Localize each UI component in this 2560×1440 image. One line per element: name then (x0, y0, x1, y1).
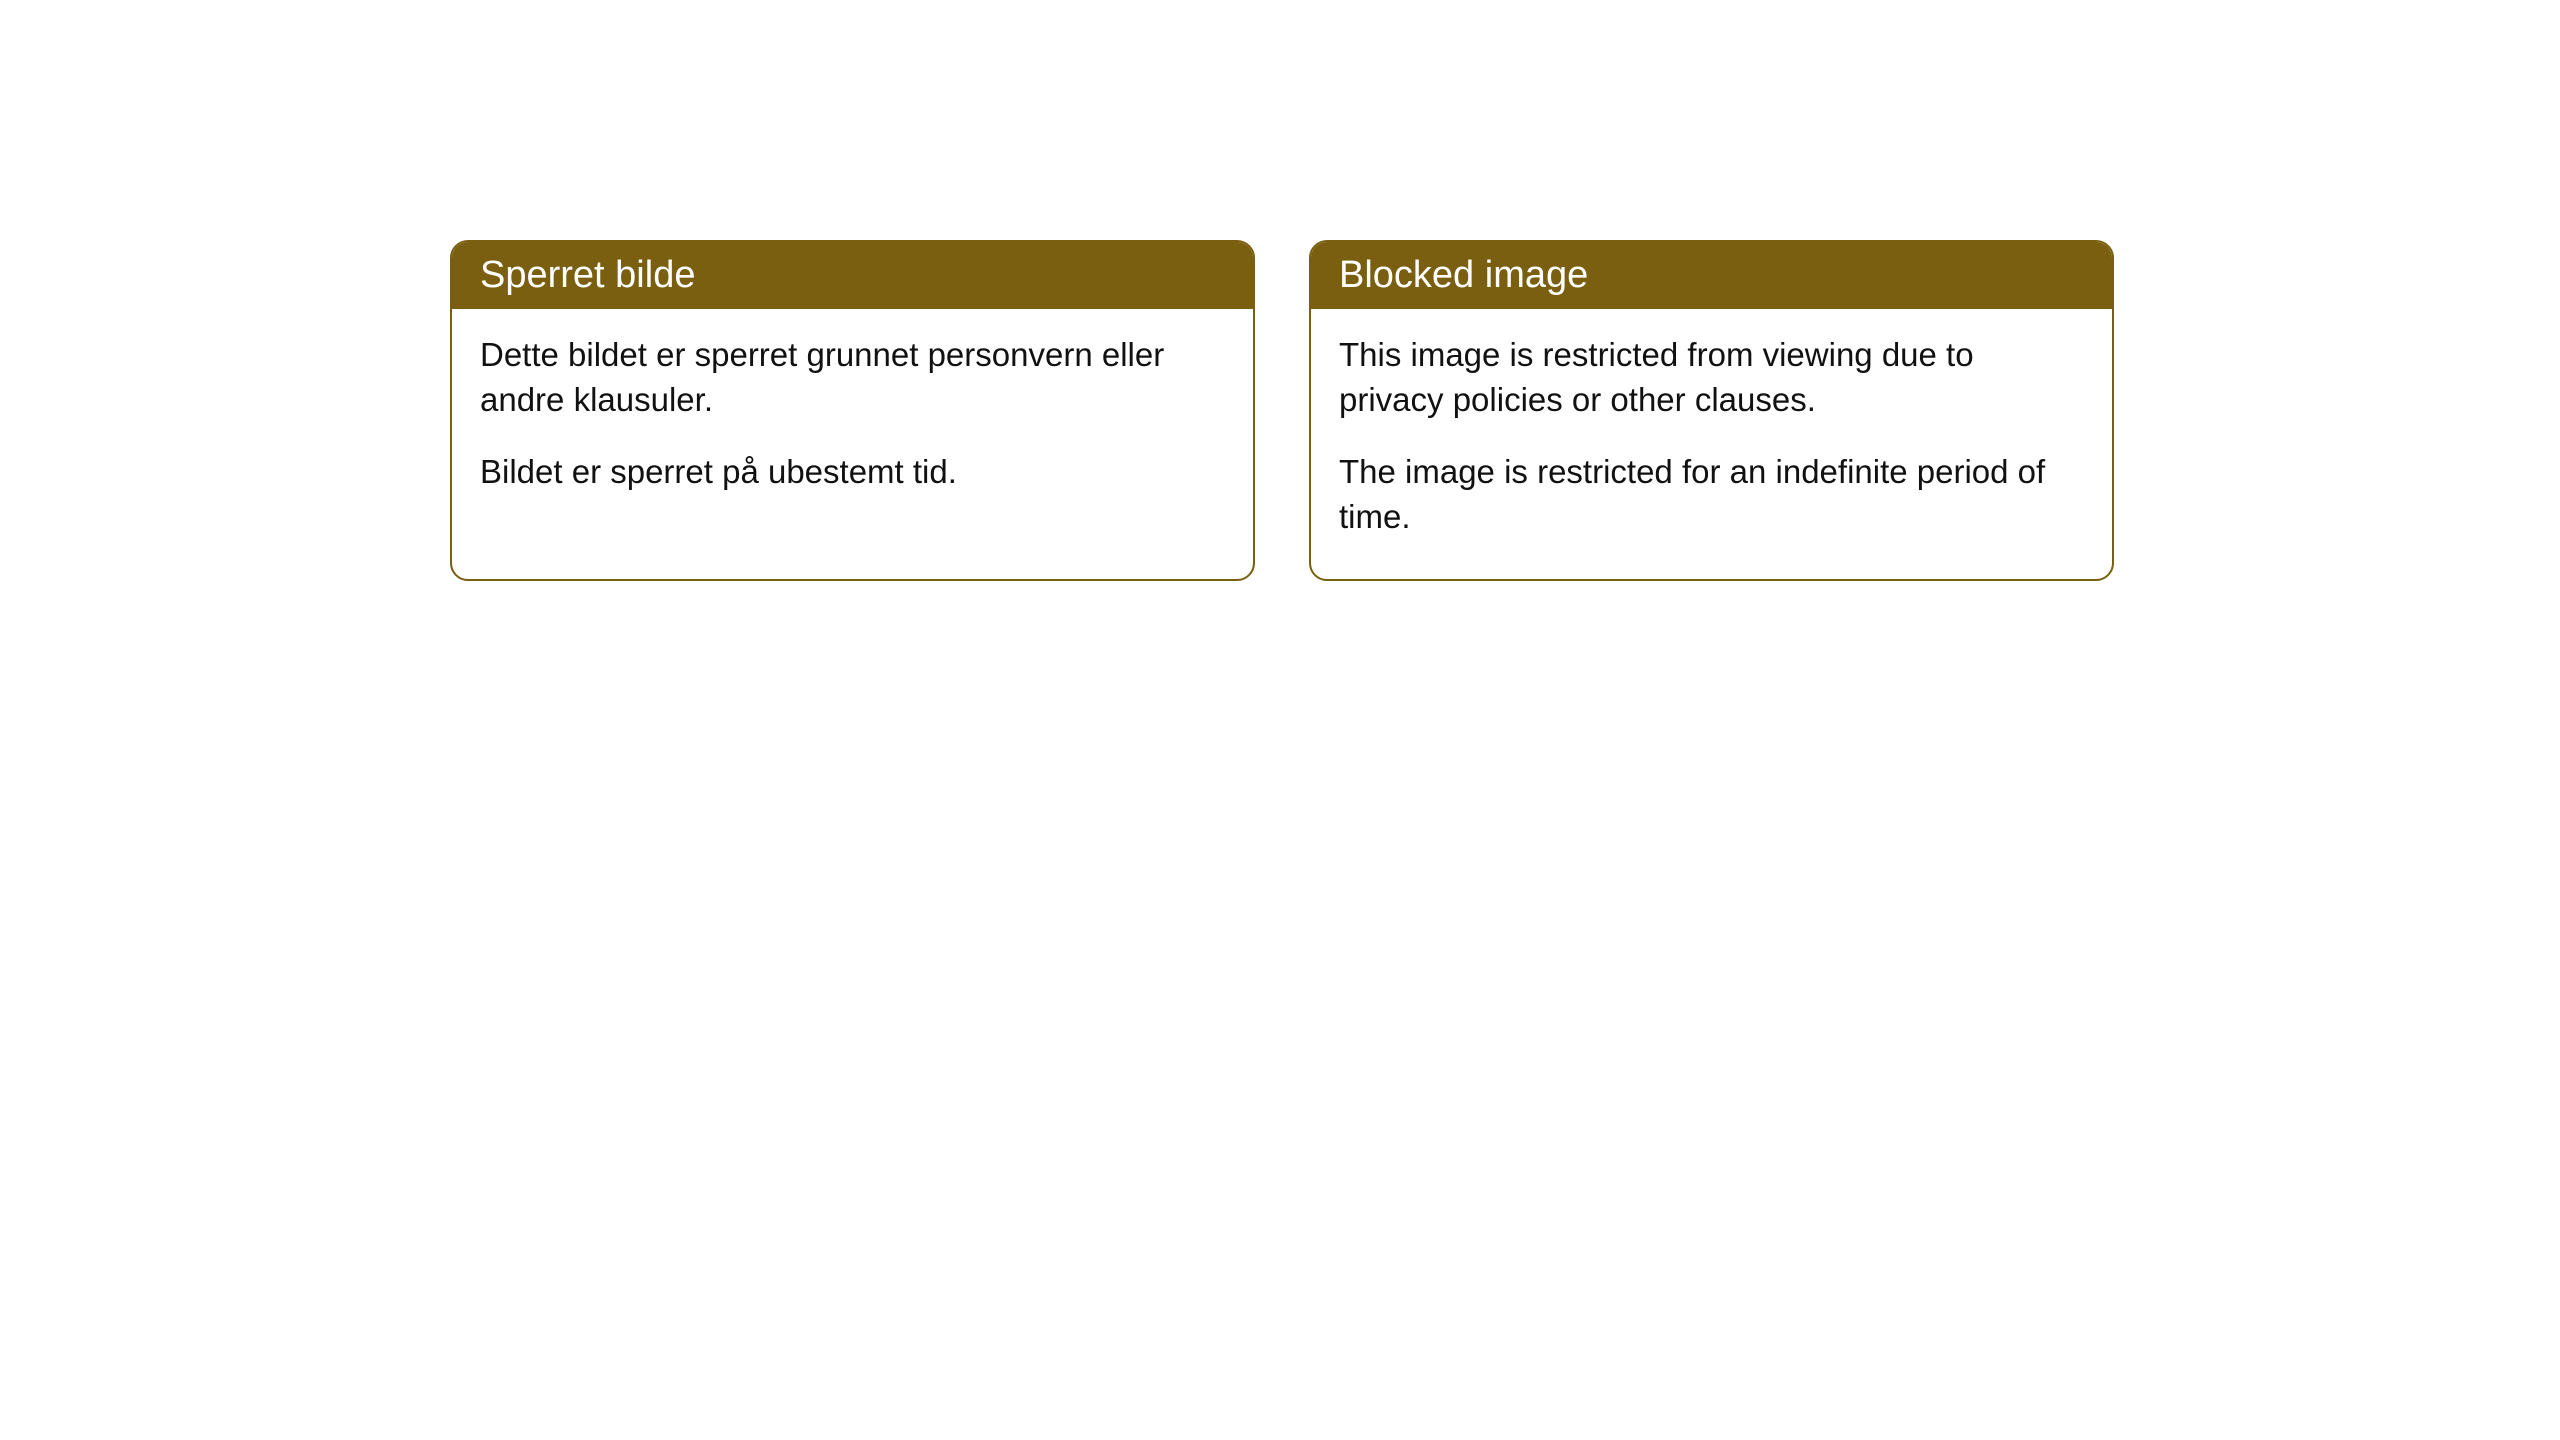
card-paragraph: Bildet er sperret på ubestemt tid. (480, 450, 1225, 495)
card-english: Blocked image This image is restricted f… (1309, 240, 2114, 581)
card-paragraph: This image is restricted from viewing du… (1339, 333, 2084, 422)
card-title: Blocked image (1339, 254, 1588, 296)
card-header-norwegian: Sperret bilde (452, 242, 1253, 309)
card-body-norwegian: Dette bildet er sperret grunnet personve… (452, 309, 1253, 535)
card-norwegian: Sperret bilde Dette bildet er sperret gr… (450, 240, 1255, 581)
notice-cards-container: Sperret bilde Dette bildet er sperret gr… (450, 240, 2114, 581)
card-title: Sperret bilde (480, 254, 695, 296)
card-body-english: This image is restricted from viewing du… (1311, 309, 2112, 579)
card-header-english: Blocked image (1311, 242, 2112, 309)
card-paragraph: Dette bildet er sperret grunnet personve… (480, 333, 1225, 422)
card-paragraph: The image is restricted for an indefinit… (1339, 450, 2084, 539)
